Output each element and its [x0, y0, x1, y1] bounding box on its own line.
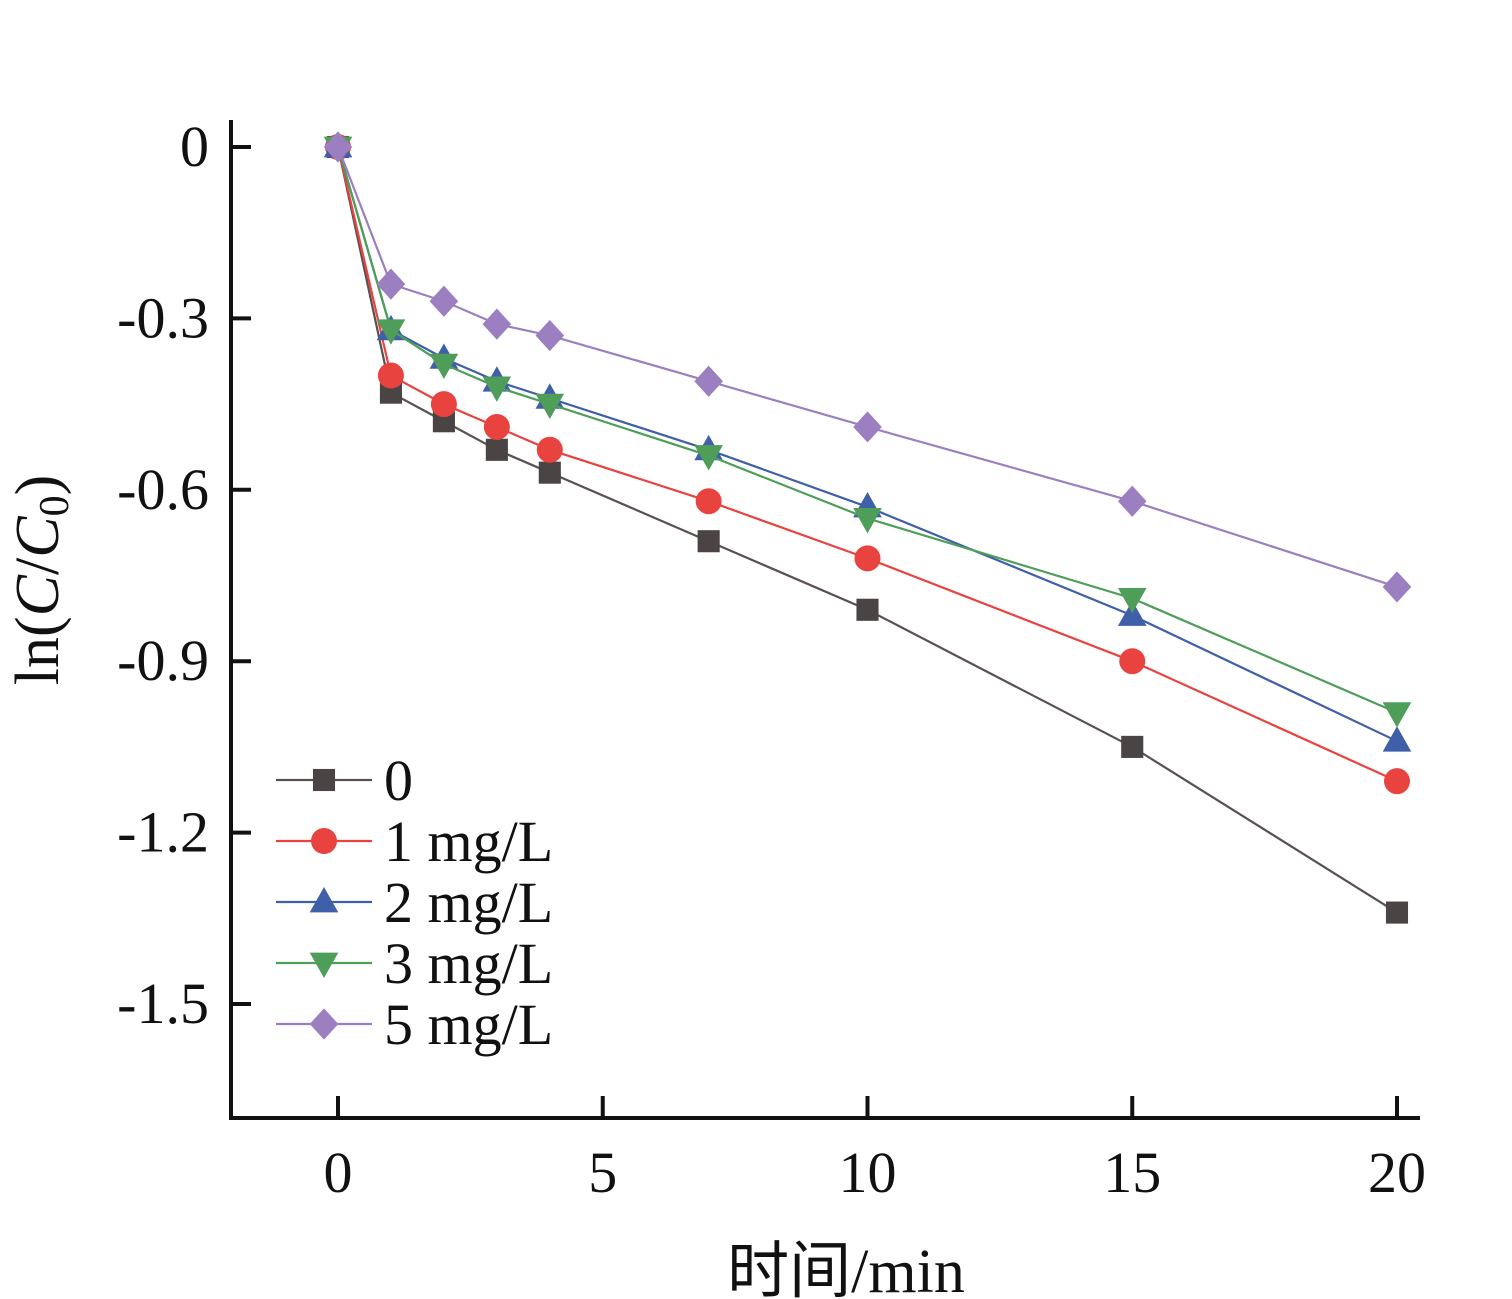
data-point: [854, 545, 881, 572]
data-point: [694, 445, 723, 471]
legend-entry: 1 mg/L: [276, 809, 553, 874]
y-axis-title-part: /: [4, 557, 72, 575]
legend-marker: [312, 768, 336, 792]
legend-entry: 5 mg/L: [276, 992, 553, 1057]
y-tick-label: 0: [180, 114, 209, 179]
data-point: [483, 413, 510, 440]
x-tick-label: 5: [588, 1140, 617, 1205]
legend-label: 0: [384, 748, 413, 813]
legend-entry: 3 mg/L: [276, 931, 553, 996]
data-point: [1117, 485, 1147, 517]
data-point: [482, 376, 512, 402]
data-point: [323, 131, 353, 163]
data-point: [1119, 648, 1146, 675]
x-tick-label: 15: [1103, 1140, 1161, 1205]
data-point: [694, 365, 723, 397]
data-point: [1385, 901, 1409, 924]
x-tick-label: 10: [839, 1140, 897, 1205]
y-axis-title-part: C: [4, 574, 72, 616]
data-point: [1121, 735, 1144, 758]
legend-label: 1 mg/L: [384, 809, 553, 874]
series-4: [323, 131, 1412, 603]
legend-marker: [309, 952, 339, 978]
legend-entry: 0: [276, 748, 413, 813]
data-point: [485, 438, 508, 461]
data-point: [536, 436, 563, 463]
series-1: [325, 134, 1410, 795]
legend-marker: [309, 887, 339, 913]
legend-marker: [311, 828, 337, 854]
y-axis-title-part: 0: [32, 495, 78, 516]
y-axis-title-part: ): [4, 475, 72, 496]
legend-label: 5 mg/L: [384, 992, 553, 1057]
y-axis-title: ln(C/C0): [4, 475, 78, 685]
data-point: [482, 308, 512, 340]
series-layer: [323, 131, 1412, 924]
data-point: [1382, 702, 1412, 728]
data-point: [856, 598, 879, 621]
legend: 01 mg/L2 mg/L3 mg/L5 mg/L: [276, 748, 553, 1057]
data-point: [376, 319, 406, 345]
data-point: [538, 461, 561, 484]
data-point: [853, 411, 882, 443]
y-ticks: 0 -0.3 -0.6 -0.9 -1.2 -1.5: [117, 114, 251, 1036]
data-point: [1384, 768, 1410, 795]
legend-entry: 2 mg/L: [276, 870, 553, 935]
axes: [229, 120, 1420, 1120]
data-point: [697, 530, 720, 553]
x-tick-label: 0: [324, 1140, 353, 1205]
data-point: [377, 362, 404, 389]
data-point: [376, 268, 406, 300]
data-point: [853, 507, 882, 534]
data-point: [1382, 571, 1412, 603]
data-point: [1117, 587, 1147, 614]
data-point: [429, 285, 459, 317]
legend-label: 3 mg/L: [384, 931, 553, 996]
data-point: [430, 391, 457, 418]
x-ticks: 0 5 10 15 20: [324, 1096, 1426, 1205]
y-tick-label: -1.5: [117, 971, 209, 1036]
y-tick-label: -0.6: [117, 457, 209, 522]
data-point: [695, 488, 722, 515]
data-point: [535, 393, 565, 420]
x-axis-title: 时间/min: [727, 1238, 965, 1299]
y-tick-label: -0.3: [117, 285, 209, 350]
y-tick-label: -0.9: [117, 628, 209, 693]
legend-marker: [309, 1008, 339, 1040]
data-point: [1382, 726, 1412, 752]
y-axis-title-part: C: [4, 516, 72, 558]
y-tick-label: -1.2: [117, 800, 209, 865]
y-axis-title-part: ln(: [4, 616, 72, 685]
series-line: [336, 146, 1398, 783]
data-point: [535, 319, 565, 352]
x-tick-label: 20: [1368, 1140, 1426, 1205]
data-point: [429, 353, 459, 380]
legend-label: 2 mg/L: [384, 870, 553, 935]
